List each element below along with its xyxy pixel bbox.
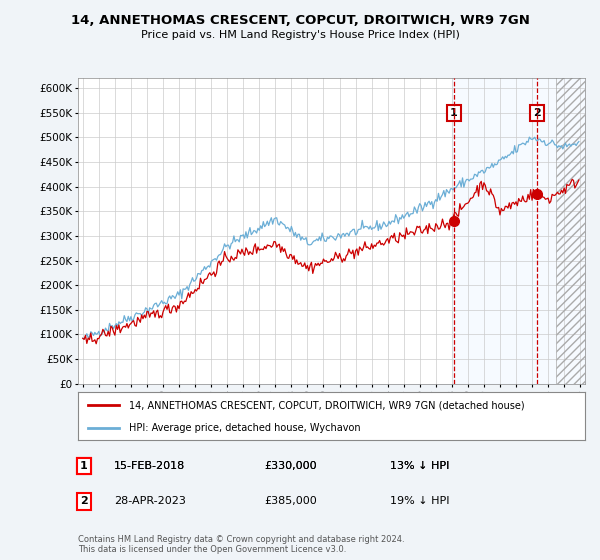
Text: 2: 2 <box>80 496 88 506</box>
Text: £330,000: £330,000 <box>264 461 317 471</box>
Text: 15-FEB-2018: 15-FEB-2018 <box>114 461 185 471</box>
Text: £385,000: £385,000 <box>264 496 317 506</box>
Text: Price paid vs. HM Land Registry's House Price Index (HPI): Price paid vs. HM Land Registry's House … <box>140 30 460 40</box>
Text: 13% ↓ HPI: 13% ↓ HPI <box>390 461 449 471</box>
Text: 13% ↓ HPI: 13% ↓ HPI <box>390 461 449 471</box>
Text: HPI: Average price, detached house, Wychavon: HPI: Average price, detached house, Wych… <box>128 423 361 433</box>
Text: 28-APR-2023: 28-APR-2023 <box>114 496 186 506</box>
Text: 14, ANNETHOMAS CRESCENT, COPCUT, DROITWICH, WR9 7GN: 14, ANNETHOMAS CRESCENT, COPCUT, DROITWI… <box>71 14 529 27</box>
Bar <box>452 78 585 384</box>
Text: 1: 1 <box>80 461 88 471</box>
Text: 1: 1 <box>450 108 458 118</box>
Text: 1: 1 <box>80 461 88 471</box>
Text: £330,000: £330,000 <box>264 461 317 471</box>
Text: Contains HM Land Registry data © Crown copyright and database right 2024.
This d: Contains HM Land Registry data © Crown c… <box>78 535 404 554</box>
Text: 2: 2 <box>533 108 541 118</box>
Text: 15-FEB-2018: 15-FEB-2018 <box>114 461 185 471</box>
Text: 14, ANNETHOMAS CRESCENT, COPCUT, DROITWICH, WR9 7GN (detached house): 14, ANNETHOMAS CRESCENT, COPCUT, DROITWI… <box>128 400 524 410</box>
Text: 19% ↓ HPI: 19% ↓ HPI <box>390 496 449 506</box>
